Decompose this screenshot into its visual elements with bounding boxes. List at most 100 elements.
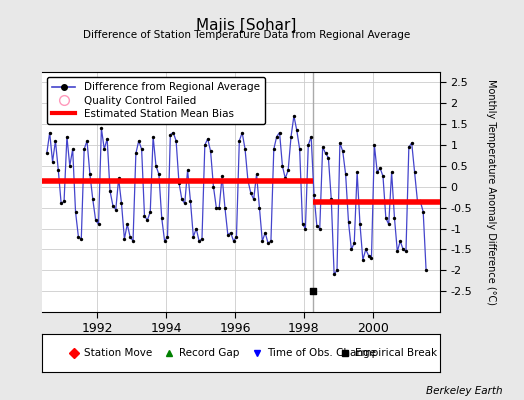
Point (296, 146, 304, 152)
Point (117, 200, 126, 207)
Point (310, 192, 318, 198)
Point (57, 200, 66, 207)
Point (89, 196, 97, 202)
Point (195, 238, 203, 244)
Point (209, 184, 217, 190)
Point (408, 140, 416, 146)
Point (126, 234, 134, 240)
Point (238, 129, 246, 136)
Point (405, 144, 413, 150)
Point (114, 175, 123, 182)
Point (235, 138, 244, 144)
Legend: Difference from Regional Average, Quality Control Failed, Estimated Station Mean: Difference from Regional Average, Qualit… (47, 77, 265, 124)
Point (333, 267, 341, 274)
Point (152, 163, 160, 169)
Text: Difference of Station Temperature Data from Regional Average: Difference of Station Temperature Data f… (83, 30, 410, 40)
Point (396, 238, 405, 244)
Point (74, 234, 83, 240)
Point (186, 198, 194, 204)
Point (120, 236, 128, 242)
Point (201, 142, 209, 148)
Point (301, 225, 310, 232)
Text: Time of Obs. Change: Time of Obs. Change (267, 348, 376, 358)
Point (175, 180, 183, 186)
Point (63, 134, 71, 140)
Point (381, 215, 390, 221)
Point (342, 171, 350, 178)
Point (71, 209, 80, 215)
Point (198, 236, 206, 242)
Point (132, 150, 140, 156)
Point (166, 132, 174, 138)
Point (123, 221, 132, 228)
Point (181, 200, 189, 207)
Point (304, 142, 312, 148)
Point (347, 246, 356, 252)
Point (54, 167, 62, 173)
Point (410, 169, 419, 175)
Point (108, 202, 117, 209)
Point (143, 217, 151, 223)
Point (373, 169, 381, 175)
Point (247, 190, 255, 196)
Point (215, 204, 223, 211)
Point (330, 271, 339, 278)
Point (287, 134, 295, 140)
Point (402, 248, 410, 255)
Point (232, 234, 241, 240)
Point (212, 204, 221, 211)
Point (69, 146, 77, 152)
Point (362, 246, 370, 252)
Point (192, 225, 200, 232)
Point (226, 230, 235, 236)
Point (230, 238, 238, 244)
Point (284, 167, 292, 173)
Point (92, 217, 100, 223)
Point (321, 150, 330, 156)
Point (315, 225, 324, 232)
Point (66, 163, 74, 169)
Point (51, 138, 60, 144)
Point (140, 213, 149, 219)
Point (379, 173, 387, 180)
Point (313, 223, 321, 230)
Point (367, 254, 376, 261)
Point (169, 129, 178, 136)
Point (129, 238, 137, 244)
Point (183, 167, 192, 173)
Point (83, 138, 91, 144)
Point (106, 188, 114, 194)
Point (244, 177, 252, 184)
Point (97, 125, 106, 132)
Point (278, 163, 287, 169)
Point (253, 171, 261, 178)
Point (135, 138, 143, 144)
Point (160, 238, 169, 244)
Point (422, 267, 430, 274)
Point (364, 252, 373, 259)
Point (298, 221, 307, 228)
Point (376, 165, 384, 171)
Point (275, 129, 283, 136)
Point (272, 134, 281, 140)
Point (77, 236, 85, 242)
Point (258, 238, 267, 244)
Text: Station Move: Station Move (84, 348, 152, 358)
Text: Record Gap: Record Gap (179, 348, 239, 358)
Point (370, 142, 378, 148)
Point (390, 215, 399, 221)
Point (413, 198, 422, 204)
Point (344, 219, 353, 226)
Point (149, 134, 157, 140)
Point (327, 196, 335, 202)
Point (112, 206, 120, 213)
Point (221, 204, 229, 211)
Point (292, 127, 301, 134)
Point (48, 158, 57, 165)
Point (290, 113, 298, 119)
Point (100, 146, 108, 152)
Point (60, 198, 68, 204)
Point (241, 146, 249, 152)
Point (353, 169, 362, 175)
Point (206, 148, 215, 154)
